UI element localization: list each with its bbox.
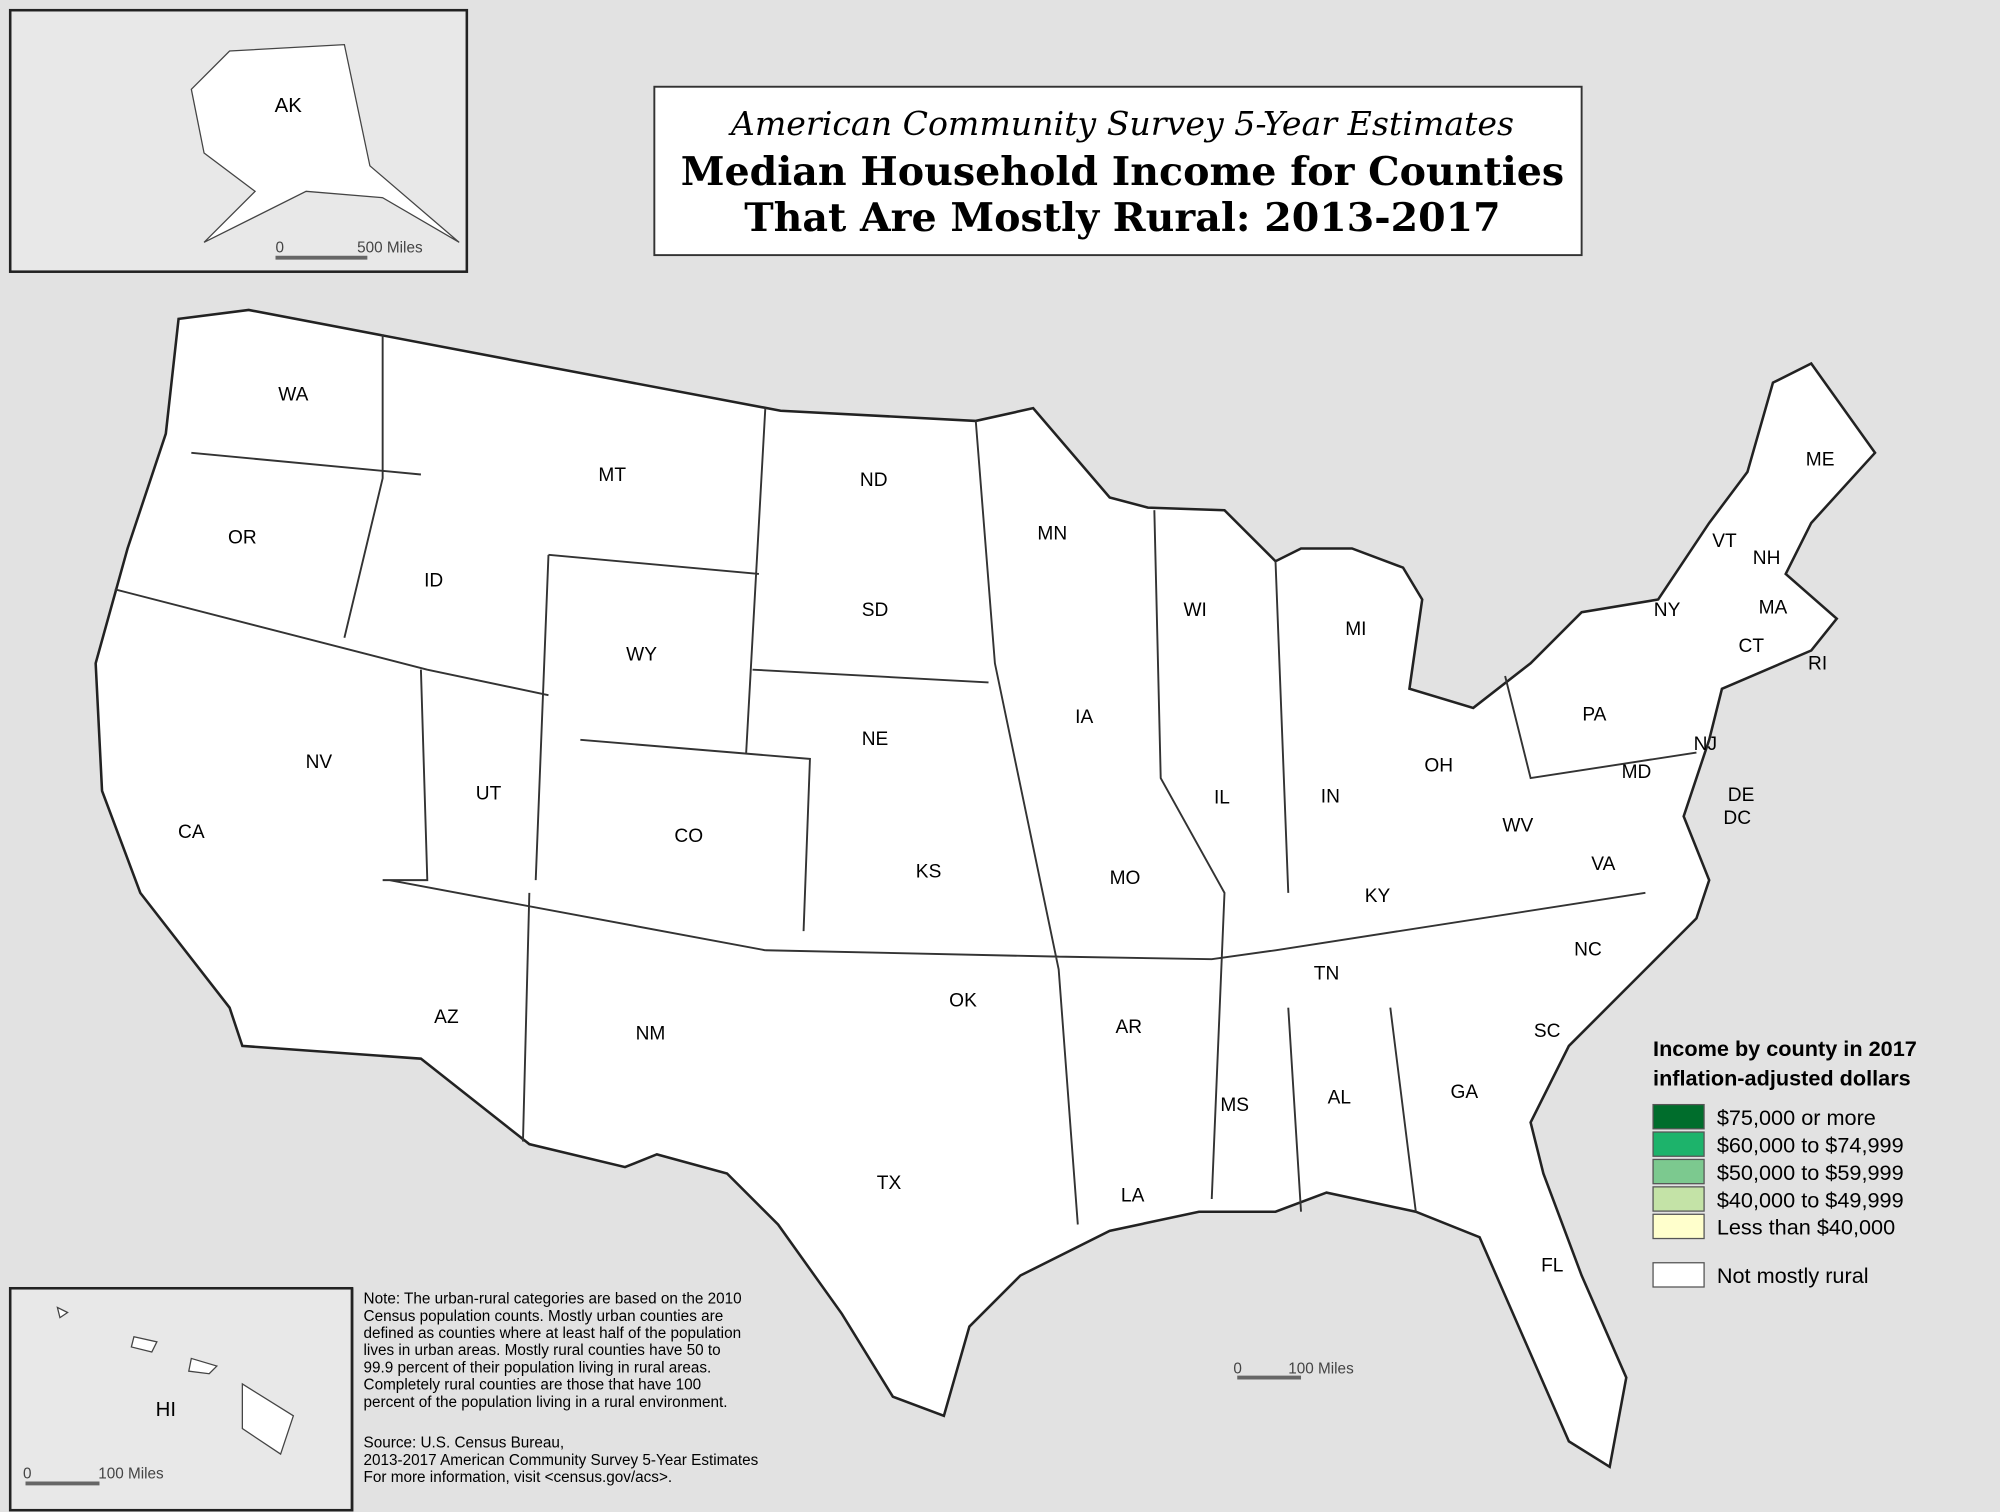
state-label: MA [1759,598,1788,619]
source-line: 2013-2017 American Community Survey 5-Ye… [364,1452,759,1469]
subtitle: American Community Survey 5-Year Estimat… [728,104,1514,143]
note-line: Completely rural counties are those that… [364,1377,702,1394]
scale-label: 100 Miles [98,1465,164,1482]
state-label: IN [1321,786,1340,807]
source-line: Source: U.S. Census Bureau, [364,1435,565,1452]
legend-swatch [1652,1213,1705,1240]
title: Median Household Income for Counties [681,149,1564,195]
hawaii-inset [8,1286,354,1512]
note-line: 99.9 percent of their population living … [364,1359,712,1376]
legend-swatch [1652,1186,1705,1212]
state-label: CO [674,826,703,847]
legend-label: $40,000 to $49,999 [1717,1187,1904,1212]
legend-swatch [1652,1103,1705,1130]
state-label: HI [156,1399,176,1421]
legend-title: inflation-adjusted dollars [1653,1065,1911,1090]
scale-zero: 0 [276,240,285,257]
legend-label: Less than $40,000 [1717,1215,1895,1240]
state-label: WV [1502,816,1533,837]
scale-label: 100 Miles [1288,1361,1354,1378]
state-label: KS [916,862,942,883]
scale-label: 500 Miles [357,240,423,257]
note-line: Census population counts. Mostly urban c… [364,1308,724,1325]
legend-swatch [1652,1158,1705,1185]
legend-label: $60,000 to $74,999 [1717,1132,1904,1157]
state-label: DE [1728,785,1755,806]
state-label: MN [1037,524,1067,545]
alaska-shape [190,43,460,243]
state-label: LA [1121,1186,1145,1207]
scale-zero: 0 [23,1465,32,1482]
note-line: Note: The urban-rural categories are bas… [364,1291,742,1308]
state-label: RI [1808,654,1827,675]
legend-label: Not mostly rural [1717,1263,1869,1288]
state-label: MI [1345,619,1366,640]
legend-title: Income by county in 2017 [1653,1036,1917,1061]
inset-frame [8,1286,354,1512]
state-label: KY [1365,886,1391,907]
state-label: IA [1075,707,1093,728]
state-label: MT [598,465,626,486]
state-label: OK [949,990,977,1011]
state-label: UT [476,784,502,805]
state-label: MD [1622,762,1652,783]
scale-zero: 0 [1233,1361,1242,1378]
title: That Are Mostly Rural: 2013-2017 [744,195,1500,241]
state-label: VA [1591,854,1615,875]
state-label: SD [862,600,889,621]
state-label: NJ [1694,734,1717,755]
layer: WA OR CA ID NV MT WY UT AZ CO NM ND SD NE KS OK TX MN IA MO… [178,385,1904,1487]
hawaii-shape [56,1306,295,1456]
note-line: lives in urban areas. Mostly rural count… [364,1342,721,1359]
state-label: SC [1534,1021,1561,1042]
state-label: OR [228,527,257,548]
legend-label: $75,000 or more [1717,1105,1876,1130]
note-line: percent of the population living in a ru… [364,1394,728,1411]
state-label: PA [1582,705,1606,726]
state-label: GA [1450,1082,1478,1103]
state-label: MS [1220,1095,1249,1116]
state-label: NM [636,1024,666,1045]
legend-label: $50,000 to $59,999 [1717,1160,1904,1185]
state-label: MO [1110,868,1141,889]
state-label: NE [862,729,889,750]
us-mainland [94,308,1877,1469]
state-label: ME [1806,450,1835,471]
title-box [653,85,1583,257]
legend-swatch [1652,1131,1705,1157]
state-borders [114,334,1697,1225]
state-label: AK [275,95,303,117]
state-label: TX [877,1173,902,1194]
state-label: WY [626,645,657,666]
legend-swatch [1652,1262,1705,1288]
state-label: NV [306,752,333,773]
state-label: IL [1214,788,1230,809]
state-label: NY [1654,600,1681,621]
state-label: AR [1116,1017,1143,1038]
alaska-inset [8,8,469,273]
state-label: WI [1183,600,1206,621]
state-label: FL [1541,1256,1563,1277]
state-label: AL [1328,1087,1351,1108]
state-label: ND [860,470,888,491]
state-label: TN [1314,964,1339,985]
state-label: NH [1753,548,1781,569]
state-label: NC [1574,939,1602,960]
state-label: AZ [434,1007,459,1028]
state-label: CA [178,822,205,843]
state-label: CT [1739,636,1765,657]
note-line: defined as counties where at least half … [364,1325,742,1342]
source-line: For more information, visit <census.gov/… [364,1469,673,1486]
state-label: VT [1712,531,1737,552]
state-label: OH [1424,756,1453,777]
state-label: WA [278,385,308,406]
state-label: ID [424,571,443,592]
state-label: DC [1723,808,1751,829]
